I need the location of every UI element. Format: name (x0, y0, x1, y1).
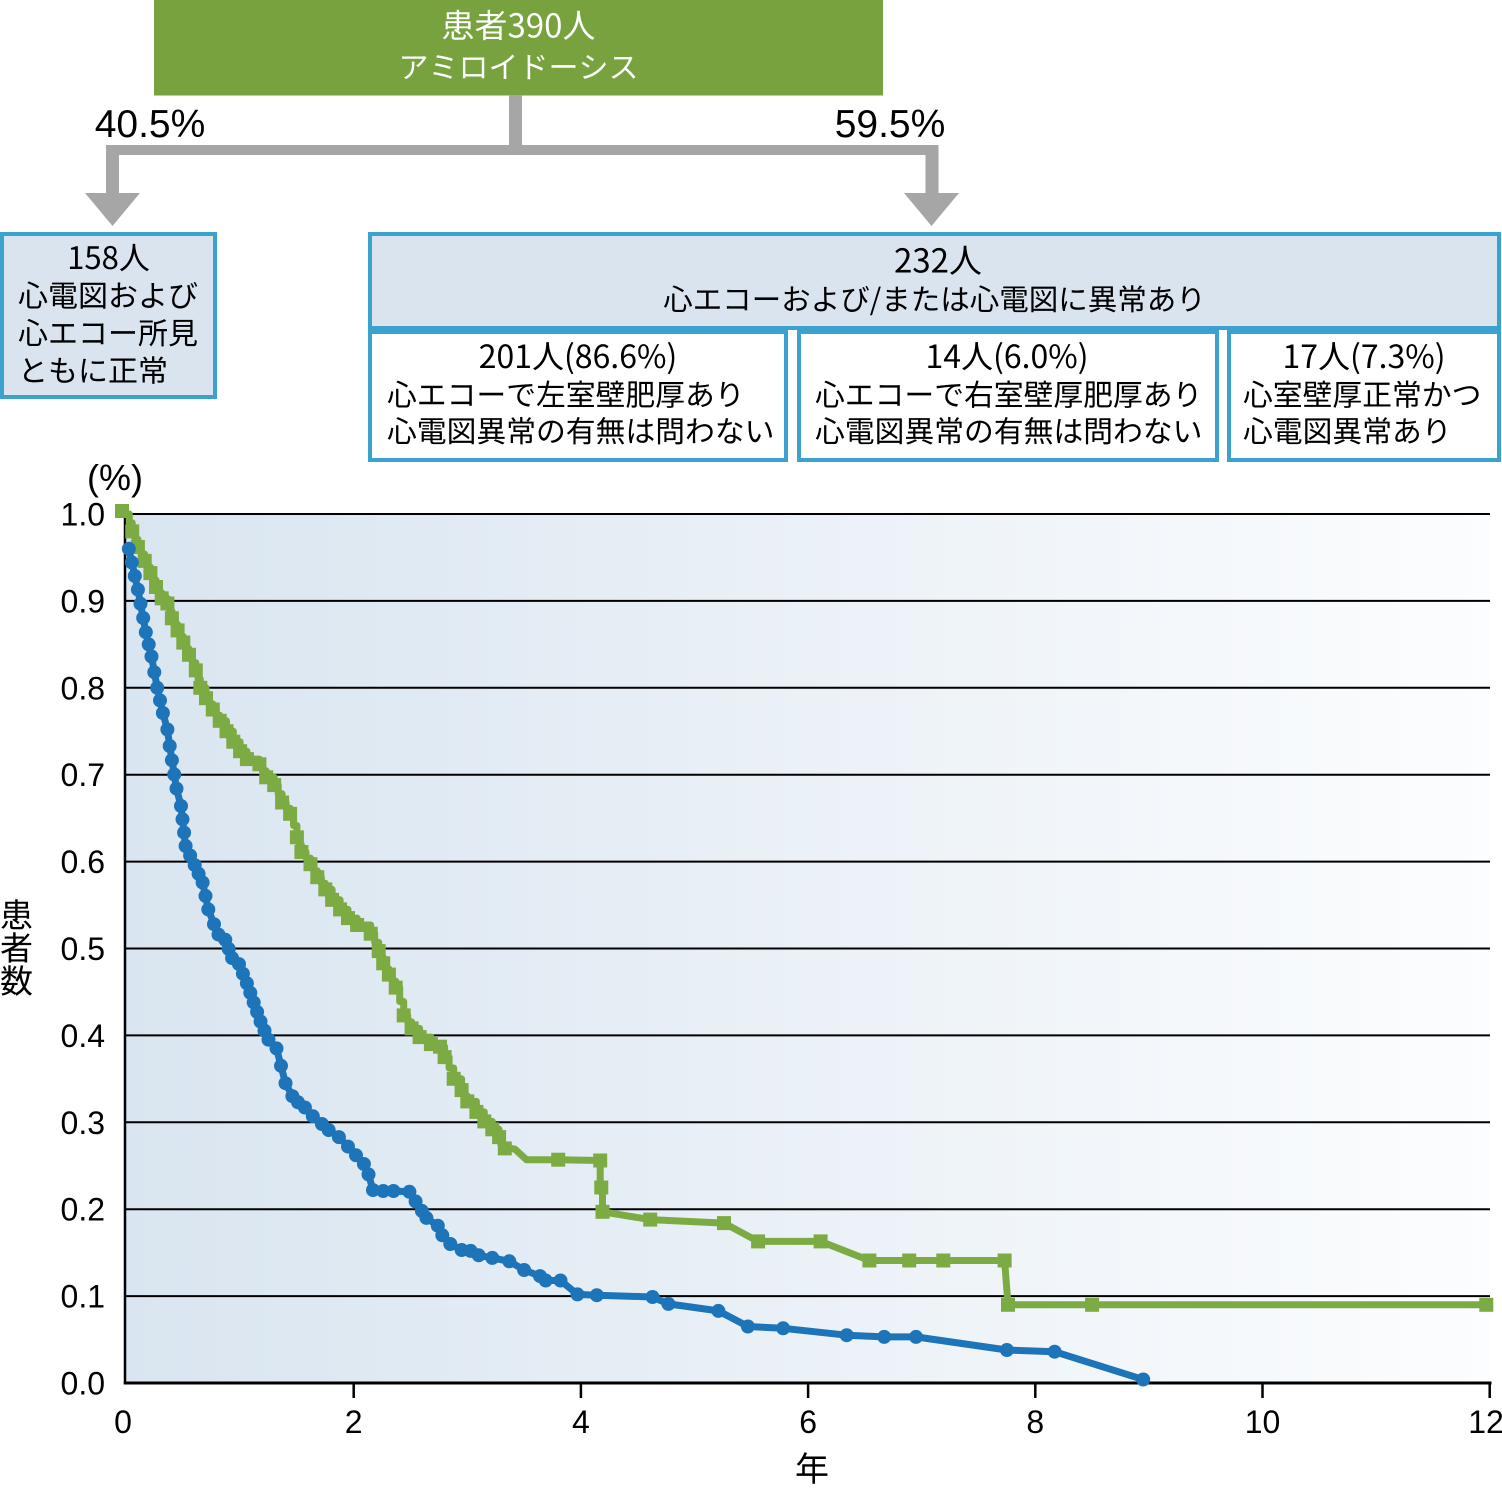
svg-text:8: 8 (1026, 1404, 1044, 1440)
svg-text:0.5: 0.5 (61, 931, 105, 967)
svg-text:1.0: 1.0 (61, 497, 105, 533)
svg-text:10: 10 (1245, 1404, 1281, 1440)
svg-text:0.2: 0.2 (61, 1192, 105, 1228)
svg-text:0.0: 0.0 (61, 1366, 105, 1402)
svg-text:0.4: 0.4 (61, 1018, 105, 1054)
svg-text:4: 4 (572, 1404, 590, 1440)
svg-text:2: 2 (345, 1404, 363, 1440)
svg-text:0.3: 0.3 (61, 1105, 105, 1141)
svg-text:59.5%: 59.5% (835, 103, 946, 146)
svg-text:0.6: 0.6 (61, 844, 105, 880)
svg-text:0.1: 0.1 (61, 1279, 105, 1315)
svg-text:0.8: 0.8 (61, 670, 105, 706)
svg-text:6: 6 (799, 1404, 817, 1440)
svg-text:(%): (%) (87, 457, 143, 498)
svg-text:40.5%: 40.5% (95, 103, 206, 146)
svg-text:0.7: 0.7 (61, 757, 105, 793)
svg-text:0: 0 (114, 1404, 132, 1440)
svg-text:0.9: 0.9 (61, 583, 105, 619)
svg-text:12: 12 (1468, 1404, 1502, 1440)
